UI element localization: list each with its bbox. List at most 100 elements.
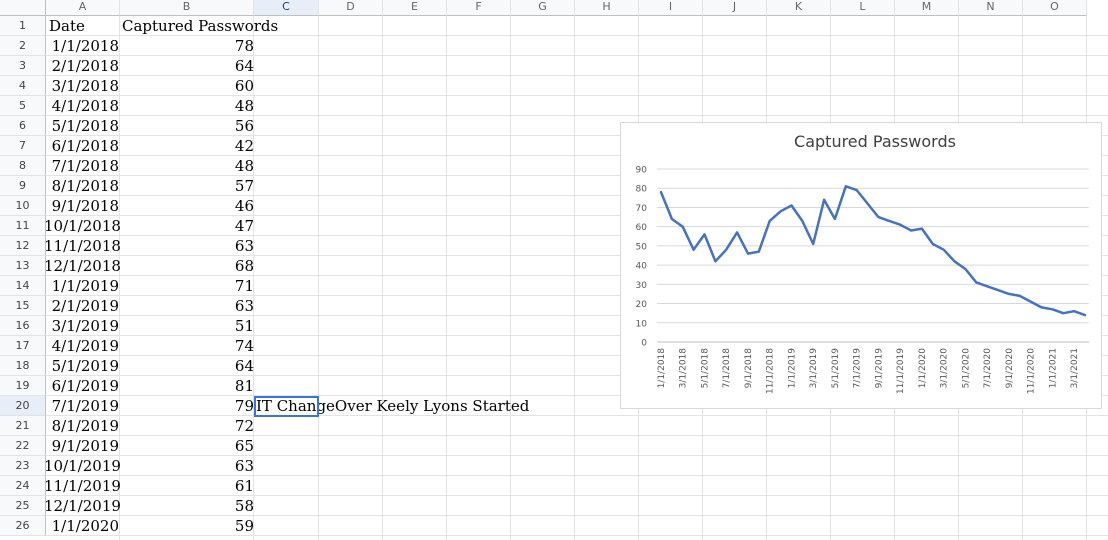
row-header-2[interactable]: 2 [0, 36, 46, 56]
row-header-8[interactable]: 8 [0, 156, 46, 176]
date-cell[interactable]: 7/1/2019 [51, 397, 119, 415]
row-header-18[interactable]: 18 [0, 356, 46, 376]
value-cell[interactable]: 74 [234, 337, 254, 355]
row-header-5[interactable]: 5 [0, 96, 46, 116]
value-cell[interactable]: 47 [234, 217, 254, 235]
cell-a1-date-header[interactable]: Date [49, 17, 85, 35]
column-header-n[interactable]: N [959, 0, 1023, 16]
value-cell[interactable]: 61 [234, 477, 254, 495]
value-cell[interactable]: 59 [234, 517, 254, 535]
row-header-25[interactable]: 25 [0, 496, 46, 516]
value-cell[interactable]: 46 [234, 197, 254, 215]
value-cell[interactable]: 51 [234, 317, 254, 335]
date-cell[interactable]: 9/1/2018 [51, 197, 119, 215]
value-cell[interactable]: 48 [234, 157, 254, 175]
date-cell[interactable]: 4/1/2019 [51, 337, 119, 355]
row-header-4[interactable]: 4 [0, 76, 46, 96]
x-tick-label: 5/1/2020 [961, 348, 971, 389]
date-cell[interactable]: 3/1/2019 [51, 317, 119, 335]
row-header-26[interactable]: 26 [0, 516, 46, 536]
row-header-7[interactable]: 7 [0, 136, 46, 156]
column-header-b[interactable]: B [120, 0, 254, 16]
date-cell[interactable]: 1/1/2018 [51, 37, 119, 55]
date-cell[interactable]: 2/1/2018 [51, 57, 119, 75]
column-header-o[interactable]: O [1023, 0, 1087, 16]
row-header-16[interactable]: 16 [0, 316, 46, 336]
data-point [986, 285, 988, 288]
note-cell-c20[interactable]: IT ChangeOver Keely Lyons Started [256, 397, 530, 415]
value-cell[interactable]: 63 [234, 237, 254, 255]
date-cell[interactable]: 10/1/2019 [44, 457, 121, 475]
column-header-l[interactable]: L [831, 0, 895, 16]
date-cell[interactable]: 2/1/2019 [51, 297, 119, 315]
date-cell[interactable]: 6/1/2018 [51, 137, 119, 155]
selected-cell-outline[interactable] [254, 396, 319, 417]
date-cell[interactable]: 4/1/2018 [51, 97, 119, 115]
date-cell[interactable]: 5/1/2018 [51, 117, 119, 135]
date-cell[interactable]: 10/1/2018 [44, 217, 121, 235]
date-cell[interactable]: 8/1/2019 [51, 417, 119, 435]
value-cell[interactable]: 42 [234, 137, 254, 155]
value-cell[interactable]: 79 [234, 397, 254, 415]
value-cell[interactable]: 63 [234, 457, 254, 475]
chart-object[interactable]: Captured Passwords 0 10 20 30 40 50 60 70 80 90 1/1… [620, 122, 1102, 409]
date-cell[interactable]: 8/1/2018 [51, 177, 119, 195]
date-cell[interactable]: 7/1/2018 [51, 157, 119, 175]
row-header-21[interactable]: 21 [0, 416, 46, 436]
date-cell[interactable]: 6/1/2019 [51, 377, 119, 395]
select-all-corner[interactable] [0, 0, 46, 16]
date-cell[interactable]: 3/1/2018 [51, 77, 119, 95]
row-header-23[interactable]: 23 [0, 456, 46, 476]
value-cell[interactable]: 64 [234, 57, 254, 75]
row-header-15[interactable]: 15 [0, 296, 46, 316]
row-header-1[interactable]: 1 [0, 16, 46, 36]
value-cell[interactable]: 78 [234, 37, 254, 55]
date-cell[interactable]: 12/1/2019 [44, 497, 121, 515]
row-header-22[interactable]: 22 [0, 436, 46, 456]
column-header-h[interactable]: H [575, 0, 639, 16]
value-cell[interactable]: 71 [234, 277, 254, 295]
column-header-j[interactable]: J [703, 0, 767, 16]
row-header-12[interactable]: 12 [0, 236, 46, 256]
row-header-6[interactable]: 6 [0, 116, 46, 136]
date-cell[interactable]: 11/1/2018 [44, 237, 121, 255]
value-cell[interactable]: 81 [234, 377, 254, 395]
row-header-3[interactable]: 3 [0, 56, 46, 76]
row-header-19[interactable]: 19 [0, 376, 46, 396]
column-header-m[interactable]: M [895, 0, 959, 16]
date-cell[interactable]: 1/1/2019 [51, 277, 119, 295]
value-cell[interactable]: 58 [234, 497, 254, 515]
value-cell[interactable]: 68 [234, 257, 254, 275]
row-header-11[interactable]: 11 [0, 216, 46, 236]
date-cell[interactable]: 1/1/2020 [51, 517, 119, 535]
value-cell[interactable]: 60 [234, 77, 254, 95]
column-header-g[interactable]: G [511, 0, 575, 16]
column-header-d[interactable]: D [319, 0, 383, 16]
row-header-9[interactable]: 9 [0, 176, 46, 196]
date-cell[interactable]: 5/1/2019 [51, 357, 119, 375]
column-header-c[interactable]: C [254, 0, 319, 16]
column-header-a[interactable]: A [46, 0, 120, 16]
value-cell[interactable]: 48 [234, 97, 254, 115]
gridline-horizontal [46, 155, 1108, 156]
row-header-13[interactable]: 13 [0, 256, 46, 276]
value-cell[interactable]: 65 [234, 437, 254, 455]
value-cell[interactable]: 63 [234, 297, 254, 315]
value-cell[interactable]: 64 [234, 357, 254, 375]
value-cell[interactable]: 56 [234, 117, 254, 135]
column-header-k[interactable]: K [767, 0, 831, 16]
cell-b1-captured-header[interactable]: Captured Passwords [122, 17, 279, 35]
value-cell[interactable]: 57 [234, 177, 254, 195]
date-cell[interactable]: 11/1/2019 [44, 477, 121, 495]
column-header-e[interactable]: E [383, 0, 447, 16]
row-header-10[interactable]: 10 [0, 196, 46, 216]
row-header-14[interactable]: 14 [0, 276, 46, 296]
row-header-20[interactable]: 20 [0, 396, 46, 416]
row-header-17[interactable]: 17 [0, 336, 46, 356]
column-header-f[interactable]: F [447, 0, 511, 16]
date-cell[interactable]: 9/1/2019 [51, 437, 119, 455]
row-header-24[interactable]: 24 [0, 476, 46, 496]
date-cell[interactable]: 12/1/2018 [44, 257, 121, 275]
value-cell[interactable]: 72 [234, 417, 254, 435]
column-header-i[interactable]: I [639, 0, 703, 16]
